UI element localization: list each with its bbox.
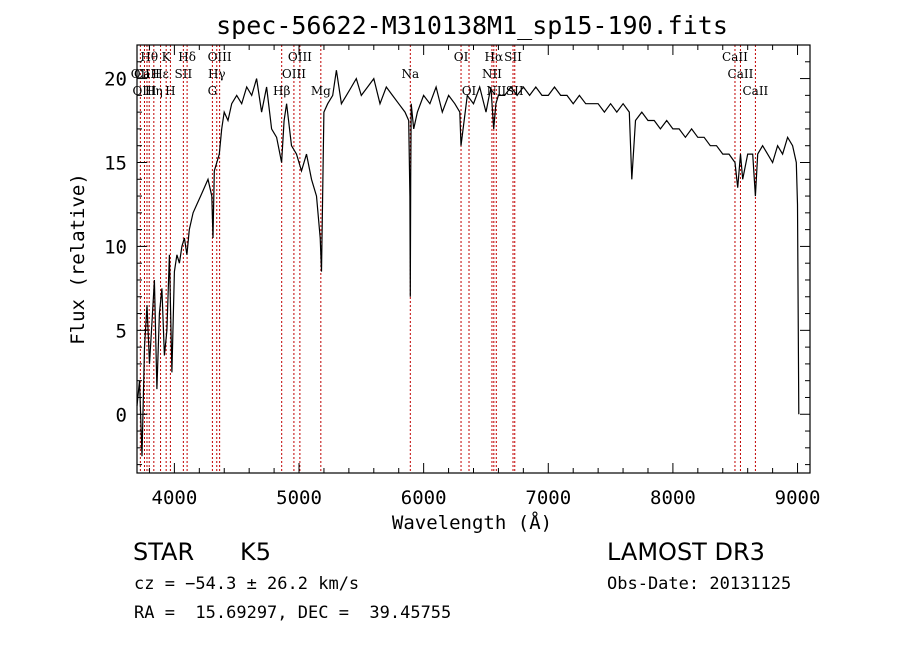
line-marker-label: G <box>208 84 218 98</box>
x-axis-label: Wavelength (Å) <box>392 511 552 534</box>
line-marker-label: OI <box>454 50 469 64</box>
chart-title: spec-56622-M310138M1_sp15-190.fits <box>216 11 728 40</box>
x-tick-label: 5000 <box>276 487 322 509</box>
x-tick-label: 8000 <box>650 487 696 509</box>
line-marker-label: OIII <box>288 50 312 64</box>
line-marker-label: Hβ <box>273 84 290 98</box>
line-marker-label: CaII <box>722 50 748 64</box>
object-class: STAR <box>133 538 195 566</box>
line-marker-label: OII <box>131 67 151 81</box>
line-marker-label: Hδ <box>178 50 196 64</box>
x-tick-label: 7000 <box>525 487 571 509</box>
line-marker-label: CaII <box>134 67 160 81</box>
line-marker-label: SII <box>175 67 193 81</box>
line-marker-label: Na <box>401 67 419 81</box>
survey-name: LAMOST DR3 <box>607 538 765 566</box>
line-marker-label: NII <box>482 67 502 81</box>
line-marker-label: OI <box>462 84 477 98</box>
x-tick-label: 4000 <box>152 487 198 509</box>
line-marker-label: OIII <box>208 50 232 64</box>
sky-coordinates: RA = 15.69297, DEC = 39.45755 <box>134 603 452 623</box>
spectral-line-markers <box>139 45 756 473</box>
line-marker-label: OIII <box>282 67 306 81</box>
line-marker-label: Hα <box>485 50 504 64</box>
line-marker-label: H <box>165 84 175 98</box>
y-axis-label: Flux (relative) <box>67 173 89 345</box>
x-tick-label: 9000 <box>775 487 821 509</box>
line-marker-label: Hη <box>145 84 163 98</box>
x-axis-ticks: 4000 5000 6000 7000 8000 9000 <box>148 45 821 509</box>
flux-series-line <box>136 70 800 457</box>
line-marker-label: Hγ <box>208 67 226 81</box>
redshift-velocity: cz = −54.3 ± 26.2 km/s <box>134 574 360 594</box>
line-marker-label: CaII <box>728 67 754 81</box>
observation-date: Obs-Date: 20131125 <box>607 574 792 594</box>
line-marker-label: Mg <box>311 84 331 98</box>
y-tick-label: 15 <box>104 152 127 174</box>
line-marker-label: SII <box>504 50 522 64</box>
y-axis-ticks: 0 5 10 15 20 <box>104 61 810 466</box>
object-subclass: K5 <box>240 538 272 566</box>
plot-frame <box>136 44 811 474</box>
line-marker-label: OIII <box>132 84 156 98</box>
line-marker-label: Hθ <box>140 50 158 64</box>
y-tick-label: 5 <box>116 320 127 342</box>
line-marker-label: K <box>162 50 172 64</box>
line-marker-label: Hε <box>152 67 169 81</box>
x-tick-label: 6000 <box>401 487 447 509</box>
line-marker-label: CaII <box>742 84 768 98</box>
y-tick-label: 0 <box>116 404 127 426</box>
y-tick-label: 10 <box>104 236 127 258</box>
y-tick-label: 20 <box>104 69 127 91</box>
